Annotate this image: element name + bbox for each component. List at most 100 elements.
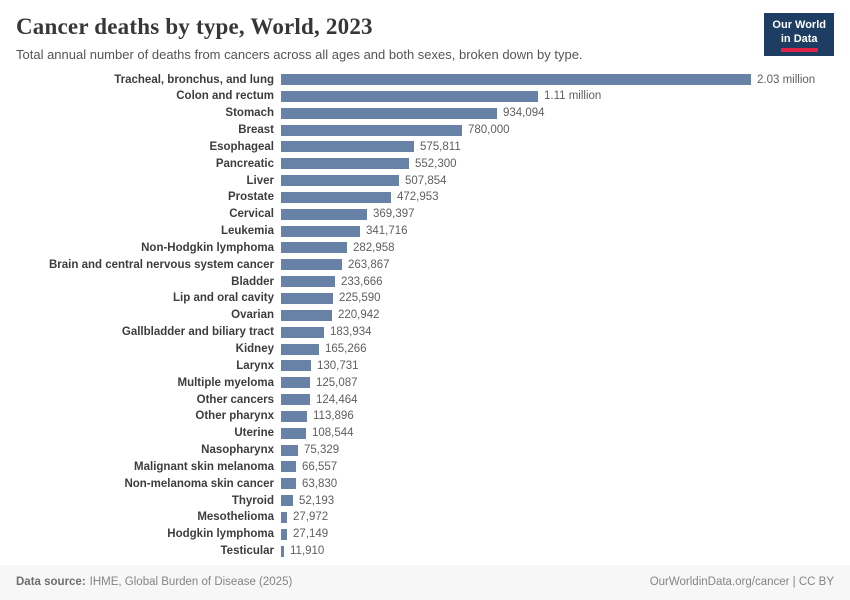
chart-row: Breast 780,000	[16, 123, 834, 138]
owid-logo-line1: Our World	[772, 19, 826, 31]
bar	[281, 427, 306, 439]
bar-category-label: Hodgkin lymphoma	[167, 528, 274, 541]
bar-value-label: 552,300	[415, 157, 457, 170]
chart-row: Lip and oral cavity 225,590	[16, 291, 834, 306]
bar-value-label: 282,958	[353, 241, 395, 254]
bar-value-label: 369,397	[373, 208, 415, 221]
bar-category-label: Breast	[238, 124, 274, 137]
bar	[281, 141, 414, 153]
chart-row: Tracheal, bronchus, and lung 2.03 million	[16, 72, 834, 87]
bar-value-label: 52,193	[299, 494, 335, 507]
bar-category-label: Colon and rectum	[176, 90, 274, 103]
chart-row: Colon and rectum 1.11 million	[16, 89, 834, 104]
chart-row: Cervical 369,397	[16, 207, 834, 222]
data-source-text: IHME, Global Burden of Disease (2025)	[89, 576, 293, 588]
bar-value-label: 233,666	[341, 275, 383, 288]
bar-value-label: 183,934	[330, 326, 372, 339]
chart-row: Mesothelioma 27,972	[16, 510, 834, 525]
bar-value-label: 1.11 million	[544, 90, 602, 103]
bar-value-label: 75,329	[304, 444, 340, 457]
bar-value-label: 472,953	[397, 191, 439, 204]
bar-category-label: Cervical	[229, 208, 274, 221]
bar	[281, 528, 287, 540]
bar	[281, 225, 360, 237]
page-title: Cancer deaths by type, World, 2023	[16, 14, 373, 39]
chart-row: Gallbladder and biliary tract 183,934	[16, 325, 834, 340]
bar	[281, 242, 347, 254]
chart-area: Tracheal, bronchus, and lung 2.03 million…	[0, 66, 850, 565]
chart-row: Ovarian 220,942	[16, 308, 834, 323]
chart-row: Brain and central nervous system cancer 2…	[16, 257, 834, 272]
bar-category-label: Liver	[246, 174, 275, 187]
bar	[281, 259, 342, 271]
chart-row: Bladder 233,666	[16, 274, 834, 289]
bar	[281, 208, 367, 220]
bar-category-label: Larynx	[236, 359, 274, 372]
bar-value-label: 125,087	[316, 376, 358, 389]
chart-row: Pancreatic 552,300	[16, 156, 834, 171]
bar-category-label: Bladder	[231, 275, 274, 288]
bar-category-label: Testicular	[220, 545, 274, 558]
chart-row: Testicular 11,910	[16, 544, 834, 559]
bar	[281, 326, 324, 338]
bar-category-label: Leukemia	[220, 225, 274, 238]
chart-row: Malignant skin melanoma 66,557	[16, 459, 834, 474]
bar-category-label: Esophageal	[209, 140, 274, 153]
bar	[281, 444, 298, 456]
chart-row: Nasopharynx 75,329	[16, 443, 834, 458]
bar-value-label: 113,896	[313, 410, 354, 423]
bar	[281, 107, 497, 119]
bar-category-label: Gallbladder and biliary tract	[121, 326, 274, 339]
owid-logo: Our World in Data	[764, 13, 834, 56]
chart-row: Thyroid 52,193	[16, 493, 834, 508]
bar	[281, 511, 287, 523]
bar	[281, 545, 284, 557]
bar-value-label: 2.03 million	[757, 73, 816, 86]
bar-category-label: Nasopharynx	[201, 444, 274, 457]
bar-value-label: 507,854	[405, 174, 447, 187]
bar-category-label: Malignant skin melanoma	[134, 460, 274, 473]
bar-value-label: 66,557	[302, 460, 338, 473]
bar-category-label: Other cancers	[196, 393, 274, 406]
bar-category-label: Pancreatic	[215, 157, 274, 170]
bar-value-label: 63,830	[302, 477, 338, 490]
bar	[281, 175, 399, 187]
bar-value-label: 124,464	[316, 393, 358, 406]
bar-value-label: 11,910	[290, 545, 325, 558]
bar-category-label: Non-Hodgkin lymphoma	[141, 241, 274, 254]
bar-value-label: 108,544	[312, 427, 354, 440]
bar-value-label: 575,811	[420, 140, 461, 153]
chart-row: Non-melanoma skin cancer 63,830	[16, 476, 834, 491]
bar	[281, 360, 311, 372]
chart-row: Other pharynx 113,896	[16, 409, 834, 424]
bar	[281, 394, 310, 406]
chart-header: Cancer deaths by type, World, 2023 Total…	[0, 0, 850, 66]
chart-row: Other cancers 124,464	[16, 392, 834, 407]
chart-row: Non-Hodgkin lymphoma 282,958	[16, 240, 834, 255]
chart-footer: Data source: IHME, Global Burden of Disea…	[0, 565, 850, 600]
bar	[281, 377, 310, 389]
chart-row: Liver 507,854	[16, 173, 834, 188]
chart-subtitle: Total annual number of deaths from cance…	[16, 47, 583, 62]
bar	[281, 461, 296, 473]
bar	[281, 343, 319, 355]
bar-value-label: 27,972	[293, 511, 329, 524]
chart-row: Uterine 108,544	[16, 426, 834, 441]
bar	[281, 292, 333, 304]
bar-value-label: 263,867	[348, 258, 390, 271]
chart-row: Leukemia 341,716	[16, 224, 834, 239]
bar-category-label: Prostate	[227, 191, 274, 204]
bar-category-label: Kidney	[235, 343, 274, 355]
bar-value-label: 225,590	[339, 292, 381, 305]
chart-row: Prostate 472,953	[16, 190, 834, 205]
bar	[281, 478, 296, 490]
bar-category-label: Mesothelioma	[197, 511, 274, 524]
data-source: Data source: IHME, Global Burden of Disea…	[16, 576, 292, 588]
bar-category-label: Multiple myeloma	[177, 376, 275, 389]
bar	[281, 158, 409, 170]
bar-category-label: Other pharynx	[195, 410, 274, 423]
chart-row: Larynx 130,731	[16, 358, 834, 373]
bar-category-label: Thyroid	[231, 494, 274, 507]
data-source-label: Data source:	[16, 576, 86, 588]
bar-category-label: Ovarian	[231, 309, 274, 322]
